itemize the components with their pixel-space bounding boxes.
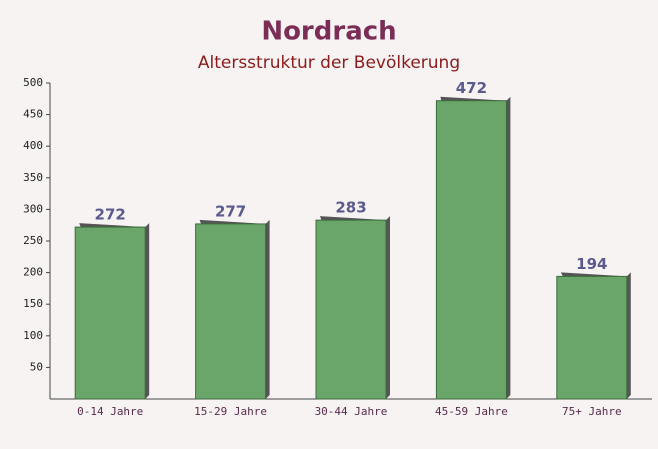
- x-tick-label: 15-29 Jahre: [194, 405, 267, 418]
- y-tick-label: 500: [23, 76, 43, 89]
- value-label: 472: [456, 79, 487, 97]
- value-label: 272: [95, 206, 126, 224]
- y-tick-label: 450: [23, 108, 43, 121]
- x-tick-label: 30-44 Jahre: [315, 405, 388, 418]
- bar: [195, 223, 267, 400]
- y-tick-label: 250: [23, 234, 43, 247]
- y-tick-label: 400: [23, 139, 43, 152]
- y-tick-label: 50: [30, 360, 43, 373]
- value-label: 277: [215, 202, 246, 220]
- y-tick-label: 300: [23, 202, 43, 215]
- y-tick-label: 200: [23, 266, 43, 279]
- y-tick-label: 100: [23, 329, 43, 342]
- x-tick-label: 45-59 Jahre: [435, 405, 508, 418]
- y-tick-label: 350: [23, 171, 43, 184]
- value-label: 194: [576, 255, 607, 273]
- bar: [315, 219, 387, 400]
- bar: [435, 100, 507, 400]
- y-tick-label: 150: [23, 297, 43, 310]
- x-tick-label: 0-14 Jahre: [77, 405, 143, 418]
- chart-subtitle: Altersstruktur der Bevölkerung: [198, 53, 460, 73]
- chart-title: Nordrach: [261, 17, 396, 47]
- x-tick-label: 75+ Jahre: [562, 405, 622, 418]
- bar: [74, 226, 146, 400]
- bar: [556, 275, 628, 400]
- value-label: 283: [335, 199, 366, 217]
